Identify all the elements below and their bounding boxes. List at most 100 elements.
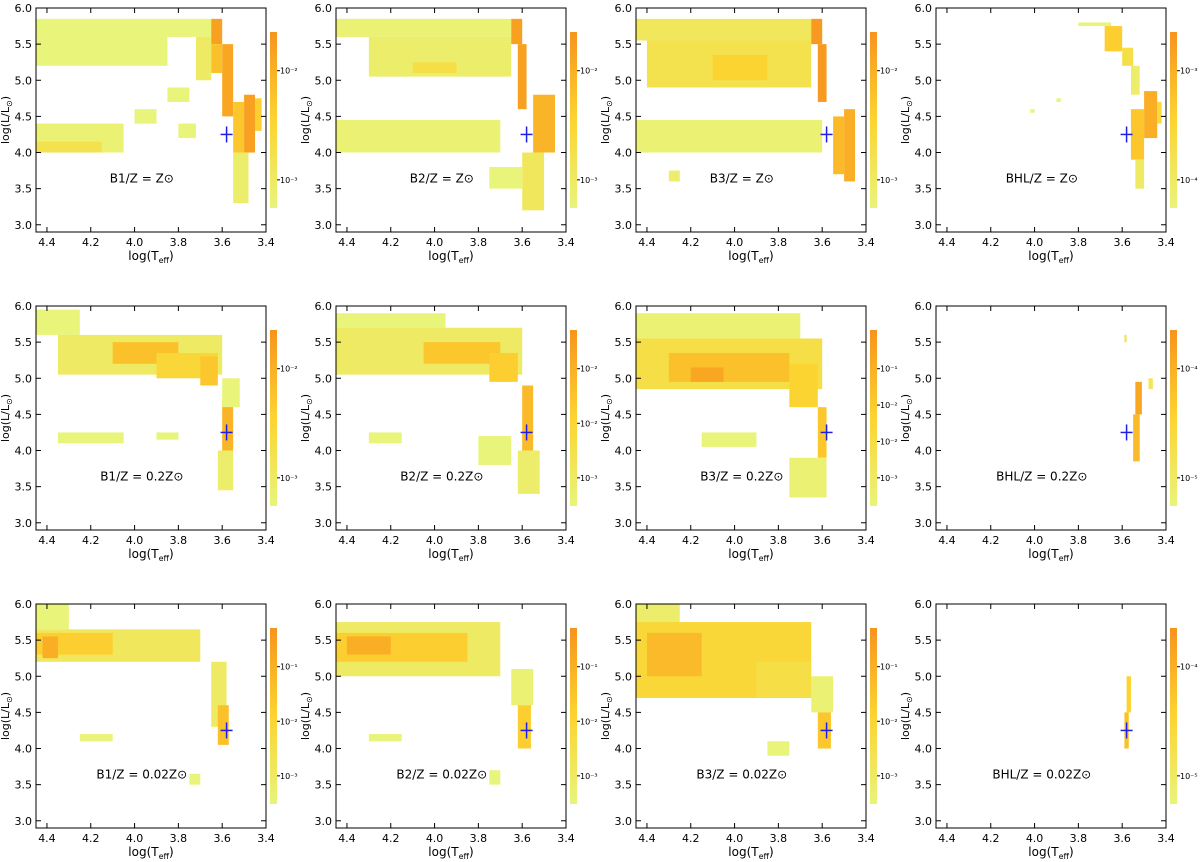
heatmap-cell <box>517 450 540 494</box>
y-tick-label: 6.0 <box>15 300 33 313</box>
heatmap-cell <box>336 313 446 328</box>
heatmap-cell <box>167 87 190 102</box>
heatmap-cell <box>1157 101 1162 124</box>
heatmap-cells <box>1124 676 1131 749</box>
x-axis-label: log(Teff) <box>1028 249 1073 265</box>
colorbar-tick-label: 10⁻³ <box>880 772 898 781</box>
heatmap-cell <box>811 676 834 713</box>
x-tick-label: 4.0 <box>1026 236 1044 249</box>
y-tick-label: 6.0 <box>15 2 33 15</box>
x-axis-label: log(Teff) <box>128 249 173 265</box>
heatmap-cells <box>336 622 534 785</box>
y-tick-label: 4.5 <box>315 408 333 421</box>
y-tick-label: 4.5 <box>315 110 333 123</box>
y-tick-label: 5.0 <box>615 372 633 385</box>
x-tick-label: 3.6 <box>813 832 831 845</box>
y-axis-label: log(L/L⊙) <box>599 96 614 144</box>
x-tick-label: 3.8 <box>470 832 488 845</box>
y-tick-label: 6.0 <box>615 300 633 313</box>
panel-2: 4.4 4.2 4.0 3.8 3.6 3.4 3.0 3.5 4.0 4.5 5.0 5.5 6.0 l… <box>299 2 598 265</box>
panel-3: 4.4 4.2 4.0 3.8 3.6 3.4 3.0 3.5 4.0 4.5 5.0 5.5 6.0 l… <box>599 2 898 265</box>
heatmap-cell <box>844 109 856 182</box>
x-tick-label: 4.2 <box>382 236 400 249</box>
x-tick-label: 4.2 <box>382 534 400 547</box>
x-tick-label: 4.2 <box>82 236 100 249</box>
colorbar-tick-label: 10⁻² <box>880 437 898 446</box>
x-tick-label: 4.4 <box>638 534 656 547</box>
colorbar <box>870 32 877 208</box>
x-tick-label: 3.6 <box>1113 832 1131 845</box>
y-tick-label: 4.5 <box>915 110 933 123</box>
y-tick-label: 4.0 <box>915 445 933 458</box>
x-tick-label: 3.6 <box>813 534 831 547</box>
plot-frame <box>935 7 1167 233</box>
x-tick-label: 3.8 <box>470 534 488 547</box>
colorbar <box>270 628 277 804</box>
y-tick-label: 3.5 <box>915 481 933 494</box>
x-tick-label: 3.4 <box>257 832 275 845</box>
heatmap-cell <box>811 18 823 45</box>
y-tick-label: 3.0 <box>915 219 933 232</box>
y-tick-label: 3.0 <box>615 517 633 530</box>
plot-frame <box>935 305 1167 531</box>
colorbar <box>1170 32 1177 208</box>
heatmap-cell <box>756 661 812 698</box>
y-tick-label: 6.0 <box>315 300 333 313</box>
heatmap-cell <box>412 62 457 74</box>
y-axis-label: log(L/L⊙) <box>599 692 614 740</box>
y-tick-label: 3.0 <box>615 219 633 232</box>
heatmap-cell <box>57 432 124 444</box>
x-tick-label: 3.6 <box>513 534 531 547</box>
heatmap-cell <box>701 432 757 447</box>
panel-8: 4.4 4.2 4.0 3.8 3.6 3.4 3.0 3.5 4.0 4.5 5.0 5.5 6.0 l… <box>899 300 1198 563</box>
heatmap-cell <box>1122 47 1134 66</box>
y-tick-label: 5.0 <box>915 372 933 385</box>
x-tick-label: 4.4 <box>38 236 56 249</box>
colorbar-tick-label: 10⁻³ <box>280 772 298 781</box>
plot-frame <box>335 7 567 233</box>
y-tick-label: 4.0 <box>315 445 333 458</box>
plot-frame <box>35 603 267 829</box>
y-tick-label: 6.0 <box>315 598 333 611</box>
heatmap-cell <box>200 356 218 386</box>
plot-frame <box>35 305 267 531</box>
heatmap-cells <box>1030 22 1162 189</box>
panel-label: BHL/Z = 0.02Z⊙ <box>992 768 1091 782</box>
x-tick-label: 3.4 <box>1157 236 1175 249</box>
heatmap-cells <box>36 309 240 491</box>
x-tick-label: 3.4 <box>257 236 275 249</box>
y-tick-label: 5.0 <box>315 74 333 87</box>
x-tick-label: 4.4 <box>338 534 356 547</box>
y-tick-label: 6.0 <box>615 2 633 15</box>
x-tick-label: 4.4 <box>938 534 956 547</box>
y-tick-label: 5.5 <box>15 38 33 51</box>
y-tick-label: 3.5 <box>315 481 333 494</box>
panel-11: 4.4 4.2 4.0 3.8 3.6 3.4 3.0 3.5 4.0 4.5 5.0 5.5 6.0 l… <box>599 598 898 861</box>
x-tick-label: 3.4 <box>557 236 575 249</box>
heatmap-cell <box>1130 65 1140 95</box>
y-tick-label: 4.5 <box>15 706 33 719</box>
panel-12: 4.4 4.2 4.0 3.8 3.6 3.4 3.0 3.5 4.0 4.5 5.0 5.5 6.0 l… <box>899 598 1198 861</box>
y-tick-label: 6.0 <box>315 2 333 15</box>
y-tick-label: 5.0 <box>15 372 33 385</box>
heatmap-cell <box>36 309 80 335</box>
x-tick-label: 3.6 <box>513 236 531 249</box>
y-tick-label: 3.5 <box>315 779 333 792</box>
heatmap-cells <box>636 604 834 756</box>
colorbar-tick-label: 10⁻⁵ <box>1180 474 1198 483</box>
x-tick-label: 4.0 <box>1026 832 1044 845</box>
x-axis-label: log(Teff) <box>728 249 773 265</box>
heatmap-cell <box>156 432 179 440</box>
y-tick-label: 4.5 <box>915 706 933 719</box>
panel-6: 4.4 4.2 4.0 3.8 3.6 3.4 3.0 3.5 4.0 4.5 5.0 5.5 6.0 l… <box>299 300 598 563</box>
heatmap-cell <box>646 632 702 677</box>
colorbar <box>870 330 877 506</box>
x-tick-label: 3.4 <box>1157 832 1175 845</box>
x-tick-label: 3.8 <box>1070 534 1088 547</box>
x-tick-label: 4.2 <box>82 832 100 845</box>
y-tick-label: 5.5 <box>615 634 633 647</box>
x-tick-label: 3.4 <box>557 534 575 547</box>
heatmap-cell <box>511 669 534 706</box>
x-tick-label: 3.4 <box>1157 534 1175 547</box>
heatmap-cell <box>690 367 724 382</box>
